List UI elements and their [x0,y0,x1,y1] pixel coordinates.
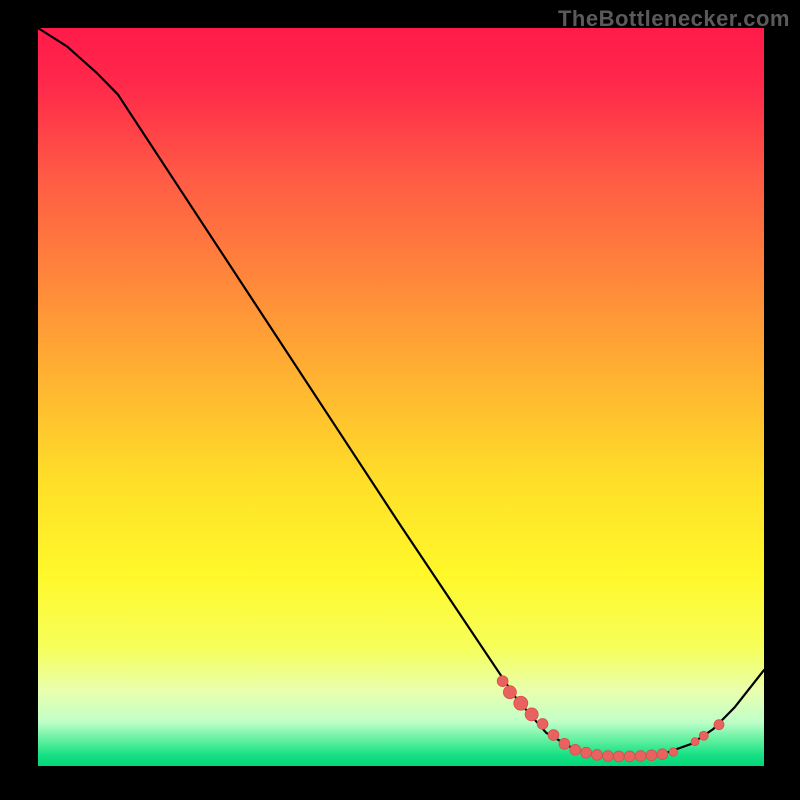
marker-dot [581,747,592,758]
marker-dot [570,744,581,755]
marker-group [497,676,724,762]
marker-dot [559,738,570,749]
marker-dot [613,751,624,762]
bottleneck-curve [38,28,764,756]
marker-dot [548,730,559,741]
marker-dot [537,719,548,730]
marker-dot [497,676,508,687]
marker-dot [669,748,677,756]
marker-dot [635,751,646,762]
marker-dot [603,751,614,762]
curve-layer [38,28,764,766]
marker-dot [525,708,538,721]
plot-area [38,28,764,766]
marker-dot [691,738,699,746]
marker-dot [514,696,528,710]
marker-dot [714,720,724,730]
marker-dot [657,749,668,760]
marker-dot [699,731,708,740]
marker-dot [592,750,603,761]
watermark-text: TheBottlenecker.com [558,6,790,32]
marker-dot [624,751,635,762]
marker-dot [503,686,516,699]
marker-dot [646,750,657,761]
chart-container: TheBottlenecker.com [0,0,800,800]
